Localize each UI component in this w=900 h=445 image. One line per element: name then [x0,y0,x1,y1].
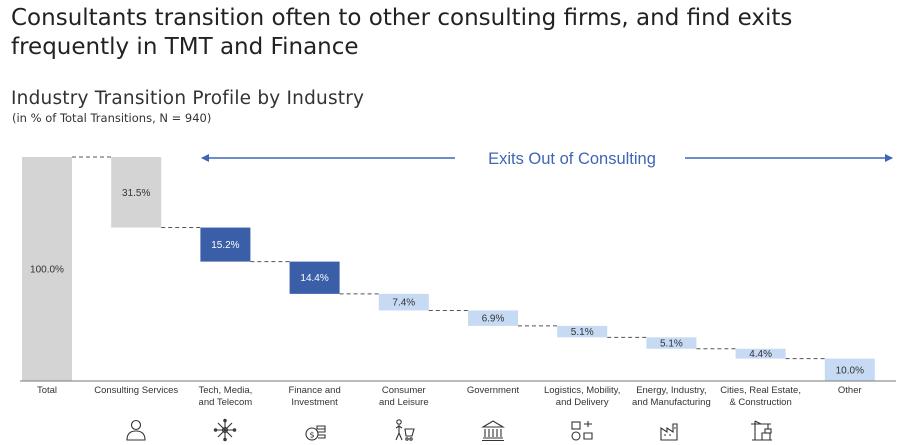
bar-cities-real-estate-construction [735,348,786,359]
bar-logistics-mobility-and-delivery [557,325,608,338]
value-label-cities-real-estate-construction: 4.4% [749,349,772,360]
chart-title: Industry Transition Profile by Industry [11,88,365,109]
category-label-energy-industry-and-manufacturing: Energy, Industry, and Manufacturing [632,385,711,408]
crane-icon [750,420,772,441]
factory-icon [660,423,678,441]
headline-line-2: frequently in TMT and Finance [11,34,359,60]
bar-government [468,310,518,326]
person-icon [126,419,146,441]
category-label-consulting-services: Consulting Services [94,385,179,396]
value-label-tech-media-and-telecom: 15.2% [211,240,239,251]
chart-subtitle: (in % of Total Transitions, N = 940) [12,111,212,125]
value-label-logistics-mobility-and-delivery: 5.1% [571,327,594,338]
value-label-government: 6.9% [482,314,505,325]
value-label-consulting-services: 31.5% [122,188,150,199]
exits-annotation: Exits Out of Consulting [488,150,656,168]
category-label-other: Other [837,385,862,396]
category-label-consumer-and-leisure: Consumer and Leisure [378,385,429,408]
logistics-icon [571,421,593,441]
bar-other [824,358,875,381]
value-label-energy-industry-and-manufacturing: 5.1% [660,339,683,350]
value-label-total: 100.0% [30,265,64,276]
category-label-government: Government [466,385,520,396]
government-building-icon [481,420,505,442]
category-label-total: Total [36,385,58,396]
category-label-tech-media-and-telecom: Tech, Media, and Telecom [198,385,253,408]
bar-finance-and-investment [289,261,340,294]
value-label-consumer-and-leisure: 7.4% [392,298,415,309]
bar-total [22,157,72,381]
coins-icon: $ [305,425,326,441]
network-icon [214,418,237,442]
headline-line-1: Consultants transition often to other co… [11,5,793,31]
value-label-other: 10.0% [836,365,864,376]
bar-consulting-services [111,157,162,228]
headline: Consultants transition often to other co… [11,4,891,62]
category-label-finance-and-investment: Finance and Investment [288,385,341,408]
value-label-finance-and-investment: 14.4% [300,273,328,284]
bar-consumer-and-leisure [378,293,429,311]
bar-tech-media-and-telecom [200,227,251,262]
bar-energy-industry-and-manufacturing [646,337,697,349]
shopping-icon [395,419,415,441]
svg-text:$: $ [309,431,314,440]
category-label-logistics-mobility-and-delivery: Logistics, Mobility, and Delivery [543,385,621,408]
category-label-cities-real-estate-construction: Cities, Real Estate, & Construction [720,385,801,408]
